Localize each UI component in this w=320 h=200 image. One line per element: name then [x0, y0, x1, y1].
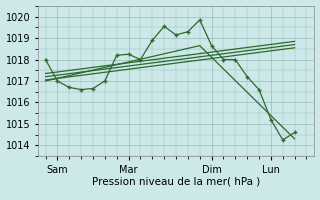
X-axis label: Pression niveau de la mer( hPa ): Pression niveau de la mer( hPa )	[92, 176, 260, 186]
